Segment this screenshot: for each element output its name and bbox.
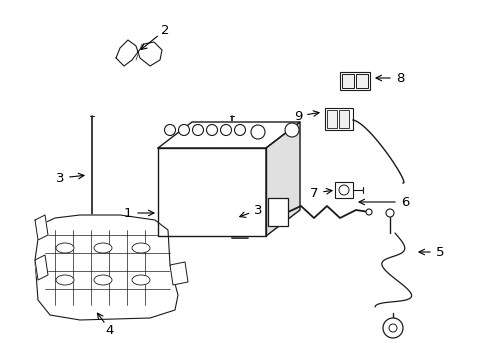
Bar bbox=[325, 108, 352, 130]
Polygon shape bbox=[265, 122, 299, 236]
Text: 3: 3 bbox=[253, 203, 262, 216]
Ellipse shape bbox=[132, 275, 150, 285]
Circle shape bbox=[164, 125, 175, 135]
Bar bbox=[339, 72, 369, 90]
Bar bbox=[334, 182, 352, 198]
Bar bbox=[267, 198, 287, 226]
Text: 5: 5 bbox=[435, 246, 443, 258]
Bar bbox=[341, 74, 353, 88]
Text: 6: 6 bbox=[400, 195, 408, 208]
Bar bbox=[326, 110, 336, 128]
Circle shape bbox=[206, 125, 217, 135]
Polygon shape bbox=[158, 122, 299, 148]
Ellipse shape bbox=[56, 275, 74, 285]
Ellipse shape bbox=[94, 275, 112, 285]
Circle shape bbox=[285, 123, 298, 137]
Text: 1: 1 bbox=[123, 207, 132, 220]
Polygon shape bbox=[35, 215, 48, 240]
Polygon shape bbox=[116, 40, 162, 66]
Circle shape bbox=[385, 209, 393, 217]
Text: 4: 4 bbox=[105, 324, 114, 337]
Circle shape bbox=[338, 185, 348, 195]
Circle shape bbox=[234, 125, 245, 135]
Text: 7: 7 bbox=[309, 186, 318, 199]
Circle shape bbox=[382, 318, 402, 338]
Circle shape bbox=[388, 324, 396, 332]
Polygon shape bbox=[35, 215, 178, 320]
Circle shape bbox=[220, 125, 231, 135]
Polygon shape bbox=[158, 148, 265, 236]
Ellipse shape bbox=[132, 243, 150, 253]
Circle shape bbox=[365, 209, 371, 215]
Bar bbox=[355, 74, 367, 88]
Text: 2: 2 bbox=[161, 23, 169, 36]
Bar bbox=[338, 110, 348, 128]
Text: 9: 9 bbox=[293, 109, 302, 122]
Polygon shape bbox=[35, 255, 48, 280]
Text: 3: 3 bbox=[56, 171, 64, 185]
Text: 8: 8 bbox=[395, 72, 404, 85]
Ellipse shape bbox=[94, 243, 112, 253]
Circle shape bbox=[250, 125, 264, 139]
Circle shape bbox=[192, 125, 203, 135]
Polygon shape bbox=[170, 262, 187, 285]
Ellipse shape bbox=[56, 243, 74, 253]
Circle shape bbox=[178, 125, 189, 135]
